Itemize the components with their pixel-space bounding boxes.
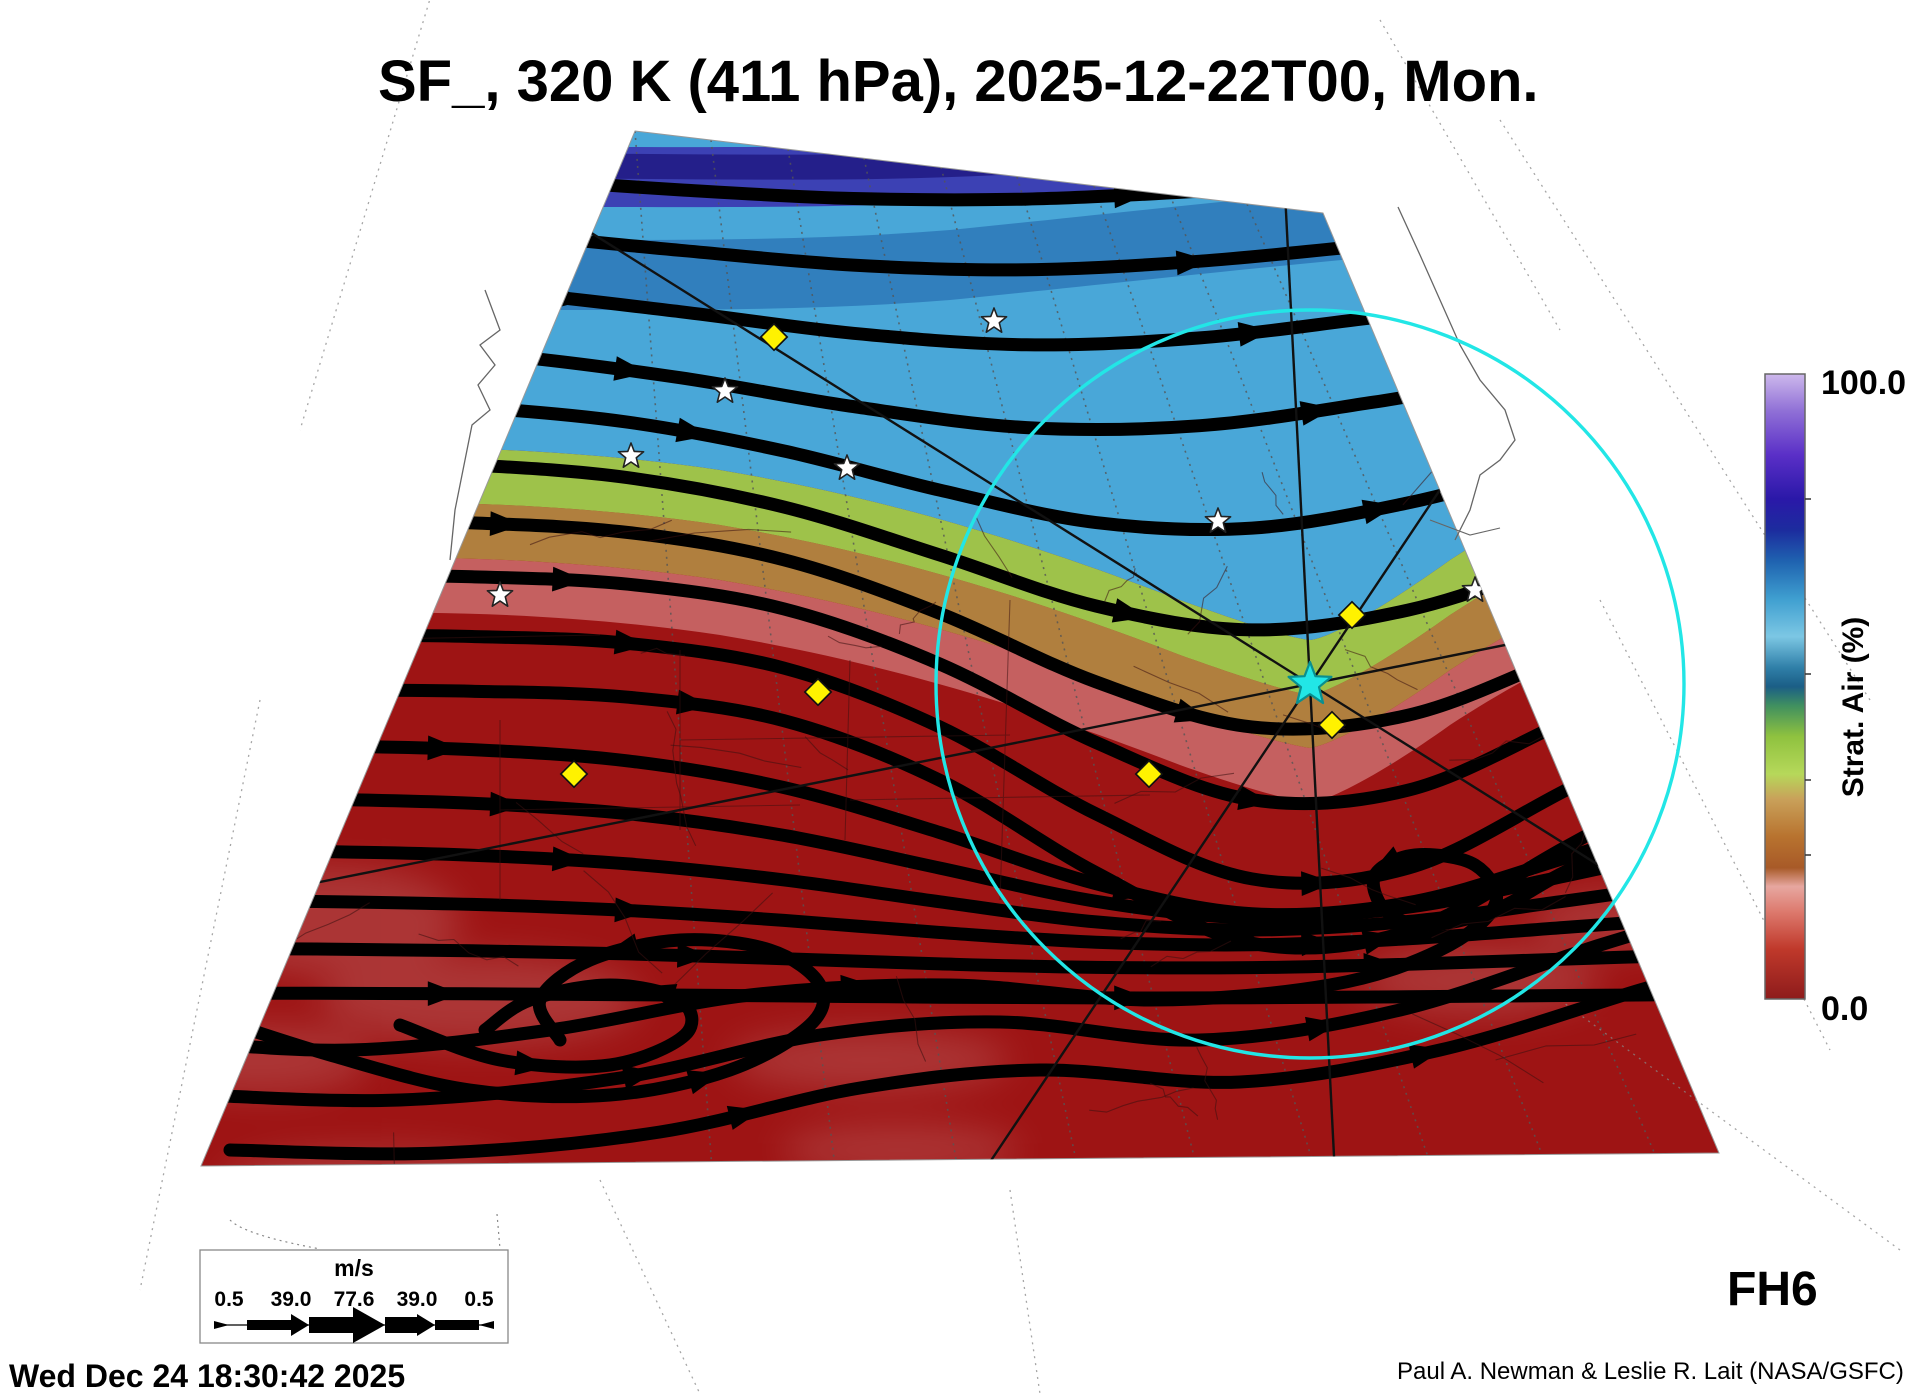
svg-text:0.0: 0.0 [1821,990,1868,1028]
svg-text:Strat. Air (%): Strat. Air (%) [1837,617,1870,798]
svg-text:100.0: 100.0 [1821,364,1906,402]
